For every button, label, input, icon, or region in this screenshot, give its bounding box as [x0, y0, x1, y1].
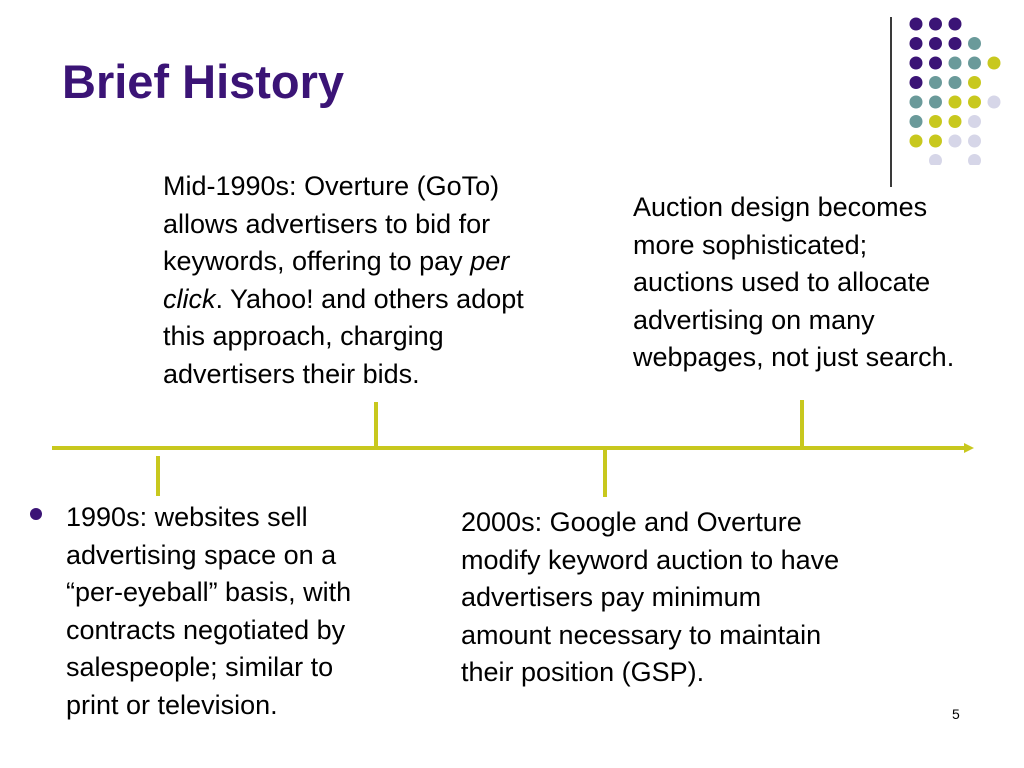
- event-line: contracts negotiated by: [66, 614, 346, 645]
- event-line: advertising on many: [633, 304, 875, 335]
- decorative-dot: [929, 134, 942, 148]
- decorative-dot: [909, 17, 923, 31]
- decorative-dot: [948, 76, 962, 89]
- event-line: amount necessary to maintain: [461, 619, 822, 650]
- decorative-dot: [987, 56, 1001, 70]
- event-mid-1990s: Mid-1990s: Overture (GoTo) allows advert…: [163, 168, 593, 393]
- event-line: advertising space on a: [66, 539, 337, 570]
- event-line: print or television.: [66, 689, 278, 720]
- event-2000s: 2000s: Google and Overture modify keywor…: [461, 504, 921, 692]
- decorative-dot: [909, 56, 923, 70]
- decorative-dot: [909, 37, 923, 50]
- decorative-dot: [909, 95, 923, 109]
- event-line: auctions used to allocate: [633, 267, 931, 297]
- decorative-dot: [929, 115, 942, 128]
- decorative-dot: [948, 37, 962, 50]
- emphasis-per: per: [470, 246, 510, 276]
- decorative-dot: [968, 154, 981, 165]
- decorative-dot-grid: [909, 17, 1001, 165]
- event-line: their position (GSP).: [461, 657, 705, 687]
- decorative-dot: [968, 95, 981, 109]
- decorative-dot: [948, 95, 962, 109]
- event-line: 1990s: websites sell: [66, 502, 308, 532]
- event-line: allows advertisers to bid for: [163, 208, 491, 239]
- event-line: “per-eyeball” basis, with: [66, 577, 352, 607]
- decorative-dot: [948, 134, 962, 148]
- decorative-dot: [929, 17, 942, 31]
- decorative-dot: [948, 17, 962, 31]
- decorative-dot: [929, 154, 942, 165]
- event-line: keywords, offering to pay: [163, 246, 471, 276]
- decorative-divider-line: [890, 17, 892, 187]
- decorative-dot: [987, 95, 1001, 109]
- slide-number: 5: [952, 706, 960, 722]
- event-line: modify keyword auction to have: [461, 544, 840, 575]
- decorative-dot: [968, 37, 981, 50]
- event-line: advertisers pay minimum: [461, 582, 762, 612]
- bullet-icon: [30, 508, 42, 520]
- decorative-dot: [948, 115, 962, 128]
- decorative-dot: [968, 56, 981, 70]
- decorative-dot: [909, 115, 923, 128]
- event-line: Mid-1990s: Overture (GoTo): [163, 171, 500, 201]
- event-line: advertisers their bids.: [163, 358, 420, 389]
- decorative-dot: [968, 115, 981, 128]
- event-auction-design: Auction design becomes more sophisticate…: [633, 189, 1023, 377]
- event-line: more sophisticated;: [633, 229, 868, 260]
- decorative-dot: [929, 76, 942, 89]
- decorative-dot: [929, 37, 942, 50]
- decorative-dot: [948, 56, 962, 70]
- event-line: this approach, charging: [163, 321, 444, 351]
- slide-title: Brief History: [62, 55, 345, 108]
- event-line: 2000s: Google and Overture: [461, 507, 802, 537]
- event-1990s: 1990s: websites sell advertising space o…: [66, 499, 426, 724]
- event-line: . Yahoo! and others adopt: [215, 283, 524, 314]
- decorative-dot: [909, 76, 923, 89]
- decorative-dot: [929, 56, 942, 70]
- emphasis-click: click: [163, 283, 216, 314]
- event-line: salespeople; similar to: [66, 652, 334, 682]
- decorative-dot: [968, 76, 981, 89]
- decorative-dot: [909, 134, 923, 148]
- event-line: webpages, not just search.: [633, 342, 955, 372]
- decorative-dot: [968, 134, 981, 148]
- event-line: Auction design becomes: [633, 192, 928, 222]
- decorative-dot: [929, 95, 942, 109]
- timeline-arrowhead: [964, 443, 974, 453]
